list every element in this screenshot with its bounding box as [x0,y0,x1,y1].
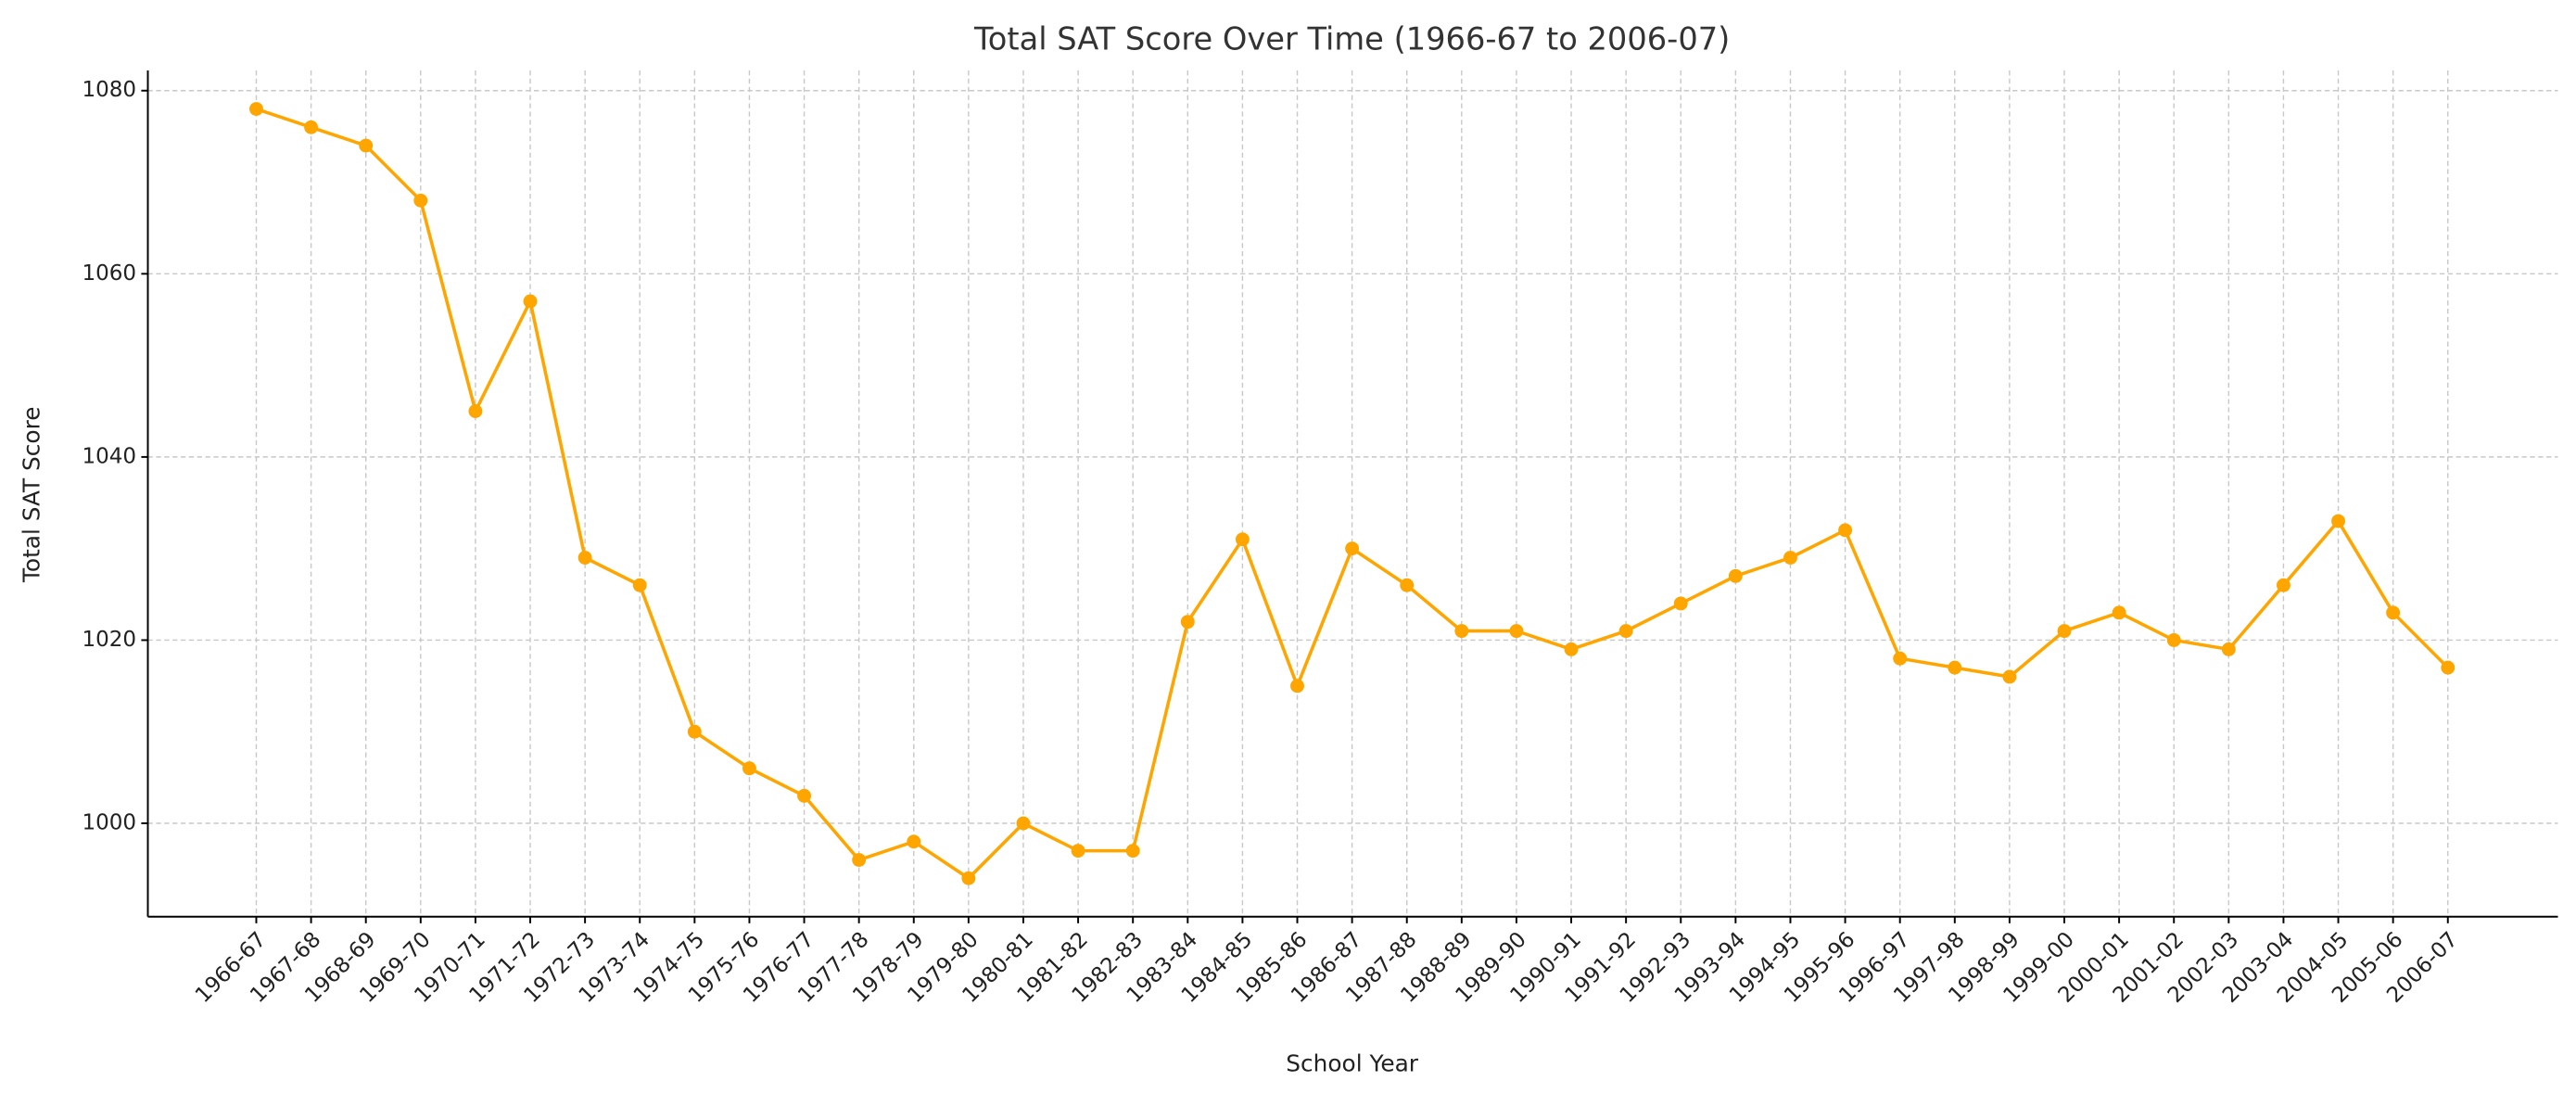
marker [852,853,867,867]
marker [1838,523,1853,538]
x-axis-label: School Year [1286,1049,1419,1076]
marker [413,193,428,208]
marker [1180,615,1195,630]
grid: 100010201040106010801966-671967-681968-6… [82,70,2558,1008]
y-axis-label: Total SAT Score [18,407,44,584]
plot [249,102,2455,885]
marker [1564,642,1579,656]
marker [2276,578,2290,592]
y-tick-label: 1000 [82,811,136,835]
marker [1016,816,1031,831]
marker [249,102,263,116]
marker [1345,541,1360,556]
marker [1618,624,1633,639]
marker [1071,844,1085,859]
marker [1454,624,1469,639]
marker [961,871,976,885]
y-tick-label: 1080 [82,78,136,102]
marker [797,788,811,803]
marker [2386,605,2401,620]
y-tick-label: 1040 [82,444,136,468]
marker [468,404,483,418]
y-tick-label: 1060 [82,261,136,286]
marker [1125,844,1140,859]
marker [1400,578,1415,592]
y-tick-label: 1020 [82,628,136,652]
marker [304,120,319,134]
marker [687,724,702,739]
marker [2166,633,2181,647]
marker [359,138,374,153]
marker [2441,660,2455,675]
marker [742,761,756,776]
marker [1290,679,1304,693]
marker [1948,660,1962,675]
marker [2331,514,2345,528]
marker [907,834,921,849]
marker [523,294,538,309]
marker [577,551,592,565]
chart-title: Total SAT Score Over Time (1966-67 to 20… [973,21,1730,57]
marker [1728,568,1743,583]
marker [1783,551,1797,565]
marker [2057,624,2072,639]
marker [2002,669,2017,684]
marker [2221,642,2236,656]
marker [1235,532,1250,547]
marker [1893,651,1908,666]
marker [2112,605,2126,620]
marker [632,578,647,592]
marker [1509,624,1524,639]
marker [1673,596,1688,611]
